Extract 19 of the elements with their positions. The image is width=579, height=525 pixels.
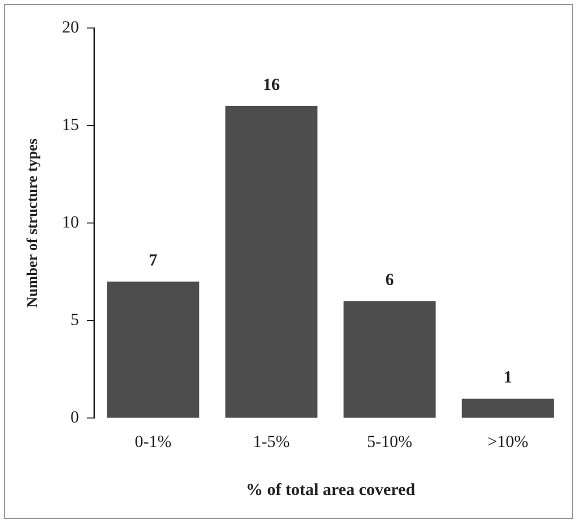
x-tick-label: 0-1%	[134, 432, 172, 451]
y-axis-title: Number of structure types	[24, 138, 41, 308]
y-tick-label: 0	[70, 408, 79, 427]
bar	[344, 301, 436, 418]
y-tick-label: 20	[62, 17, 79, 36]
data-label: 7	[148, 250, 158, 270]
data-label: 1	[504, 368, 512, 387]
bar	[462, 398, 554, 418]
x-tick-label: 1-5%	[252, 432, 290, 451]
y-tick-label: 5	[70, 310, 79, 330]
bar	[225, 106, 318, 418]
data-label: 6	[385, 270, 394, 290]
y-tick-label: 15	[62, 115, 79, 134]
y-tick-label: 10	[62, 212, 79, 232]
bar	[107, 282, 200, 418]
x-axis-title: % of total area covered	[246, 480, 416, 500]
x-tick-label: >10%	[488, 432, 528, 451]
x-tick-label: 5-10%	[366, 432, 412, 451]
data-label: 16	[262, 74, 280, 94]
